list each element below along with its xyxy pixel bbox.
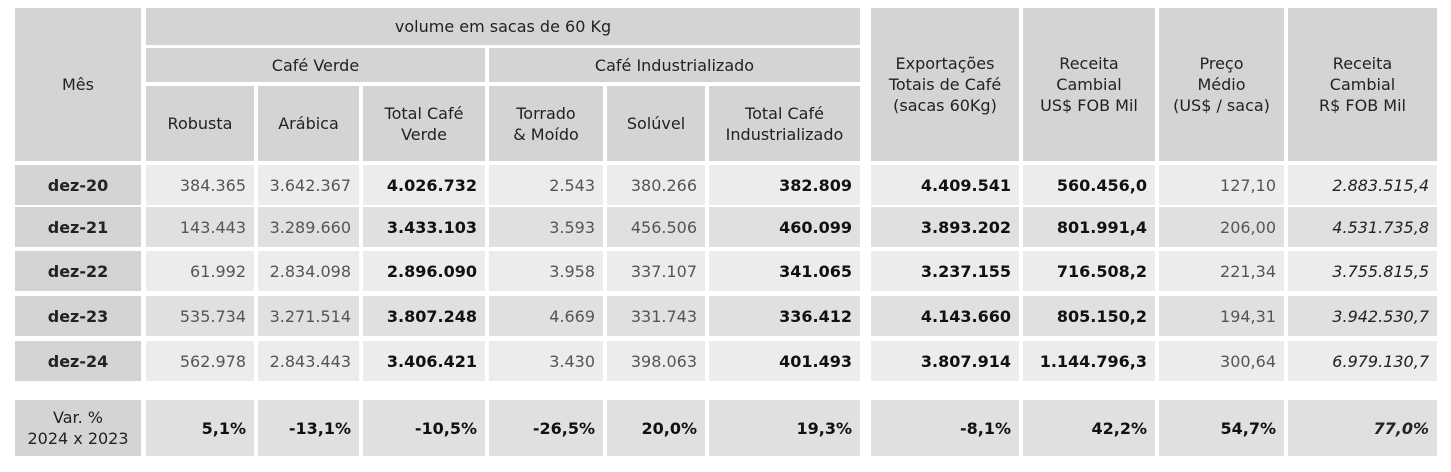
row-torrado: 4.669 (489, 296, 603, 336)
header-torrado-label: Torrado & Moído (513, 103, 579, 144)
row-mes: dez-21 (15, 207, 141, 247)
header-total-verde: Total Café Verde (363, 86, 485, 161)
row-total-verde: 3.406.421 (363, 341, 485, 381)
row-receita-brl: 6.979.130,7 (1288, 341, 1437, 381)
header-mes: Mês (15, 8, 141, 161)
row-receita-usd: 560.456,0 (1023, 165, 1155, 205)
row-torrado: 3.593 (489, 207, 603, 247)
row-preco: 127,10 (1159, 165, 1284, 205)
header-total-industrializado-label: Total Café Industrializado (725, 103, 844, 144)
variation-preco: 54,7% (1159, 400, 1284, 456)
row-mes: dez-22 (15, 251, 141, 291)
header-arabica: Arábica (258, 86, 359, 161)
variation-receita-usd: 42,2% (1023, 400, 1155, 456)
header-preco: Preço Médio (US$ / saca) (1159, 8, 1284, 161)
header-volume-group: volume em sacas de 60 Kg (146, 8, 860, 45)
variation-arabica: -13,1% (258, 400, 359, 456)
row-robusta: 384.365 (146, 165, 254, 205)
header-preco-label: Preço Médio (US$ / saca) (1173, 54, 1270, 115)
row-receita-usd: 1.144.796,3 (1023, 341, 1155, 381)
header-cafe-industrializado-label: Café Industrializado (594, 55, 755, 75)
variation-label-text: Var. % 2024 x 2023 (27, 408, 129, 448)
header-robusta: Robusta (146, 86, 254, 161)
row-receita-brl: 3.755.815,5 (1288, 251, 1437, 291)
row-robusta: 61.992 (146, 251, 254, 291)
row-exportacoes: 3.237.155 (871, 251, 1019, 291)
header-torrado: Torrado & Moído (489, 86, 603, 161)
variation-total-verde: -10,5% (363, 400, 485, 456)
row-receita-usd: 716.508,2 (1023, 251, 1155, 291)
row-soluvel: 398.063 (607, 341, 705, 381)
header-cafe-industrializado: Café Industrializado (489, 48, 860, 82)
row-exportacoes: 3.893.202 (871, 207, 1019, 247)
row-total-verde: 3.807.248 (363, 296, 485, 336)
row-arabica: 3.271.514 (258, 296, 359, 336)
header-receita-usd-label: Receita Cambial US$ FOB Mil (1040, 54, 1138, 115)
row-arabica: 2.834.098 (258, 251, 359, 291)
row-arabica: 3.289.660 (258, 207, 359, 247)
row-arabica: 3.642.367 (258, 165, 359, 205)
row-receita-brl: 4.531.735,8 (1288, 207, 1437, 247)
row-total-industrializado: 460.099 (709, 207, 860, 247)
header-soluvel-label: Solúvel (626, 114, 686, 133)
row-exportacoes: 4.143.660 (871, 296, 1019, 336)
row-soluvel: 380.266 (607, 165, 705, 205)
row-preco: 221,34 (1159, 251, 1284, 291)
header-receita-usd: Receita Cambial US$ FOB Mil (1023, 8, 1155, 161)
row-exportacoes: 4.409.541 (871, 165, 1019, 205)
row-torrado: 3.430 (489, 341, 603, 381)
header-robusta-label: Robusta (167, 114, 233, 133)
header-soluvel: Solúvel (607, 86, 705, 161)
row-soluvel: 337.107 (607, 251, 705, 291)
row-receita-usd: 805.150,2 (1023, 296, 1155, 336)
row-robusta: 562.978 (146, 341, 254, 381)
row-exportacoes: 3.807.914 (871, 341, 1019, 381)
header-receita-brl-label: Receita Cambial R$ FOB Mil (1319, 54, 1406, 115)
header-cafe-verde-label: Café Verde (271, 55, 360, 75)
variation-total-industrializado: 19,3% (709, 400, 860, 456)
header-arabica-label: Arábica (278, 114, 339, 133)
variation-label: Var. % 2024 x 2023 (15, 400, 141, 456)
row-total-industrializado: 341.065 (709, 251, 860, 291)
variation-torrado: -26,5% (489, 400, 603, 456)
row-arabica: 2.843.443 (258, 341, 359, 381)
variation-soluvel: 20,0% (607, 400, 705, 456)
header-receita-brl: Receita Cambial R$ FOB Mil (1288, 8, 1437, 161)
header-total-industrializado: Total Café Industrializado (709, 86, 860, 161)
row-torrado: 2.543 (489, 165, 603, 205)
row-total-verde: 2.896.090 (363, 251, 485, 291)
header-volume-label: volume em sacas de 60 Kg (394, 17, 612, 36)
row-robusta: 535.734 (146, 296, 254, 336)
row-preco: 194,31 (1159, 296, 1284, 336)
row-mes: dez-23 (15, 296, 141, 336)
variation-receita-brl: 77,0% (1288, 400, 1437, 456)
row-preco: 206,00 (1159, 207, 1284, 247)
row-total-industrializado: 382.809 (709, 165, 860, 205)
variation-exportacoes: -8,1% (871, 400, 1019, 456)
row-total-industrializado: 401.493 (709, 341, 860, 381)
variation-robusta: 5,1% (146, 400, 254, 456)
header-cafe-verde: Café Verde (146, 48, 485, 82)
header-exportacoes-label: Exportações Totais de Café (sacas 60Kg) (888, 54, 1002, 115)
header-exportacoes: Exportações Totais de Café (sacas 60Kg) (871, 8, 1019, 161)
row-receita-brl: 2.883.515,4 (1288, 165, 1437, 205)
row-receita-usd: 801.991,4 (1023, 207, 1155, 247)
row-robusta: 143.443 (146, 207, 254, 247)
row-preco: 300,64 (1159, 341, 1284, 381)
row-mes: dez-24 (15, 341, 141, 381)
row-receita-brl: 3.942.530,7 (1288, 296, 1437, 336)
header-total-verde-label: Total Café Verde (384, 103, 464, 144)
row-total-verde: 4.026.732 (363, 165, 485, 205)
row-total-verde: 3.433.103 (363, 207, 485, 247)
row-torrado: 3.958 (489, 251, 603, 291)
row-soluvel: 456.506 (607, 207, 705, 247)
row-total-industrializado: 336.412 (709, 296, 860, 336)
row-soluvel: 331.743 (607, 296, 705, 336)
header-mes-label: Mês (62, 75, 94, 94)
row-mes: dez-20 (15, 165, 141, 205)
